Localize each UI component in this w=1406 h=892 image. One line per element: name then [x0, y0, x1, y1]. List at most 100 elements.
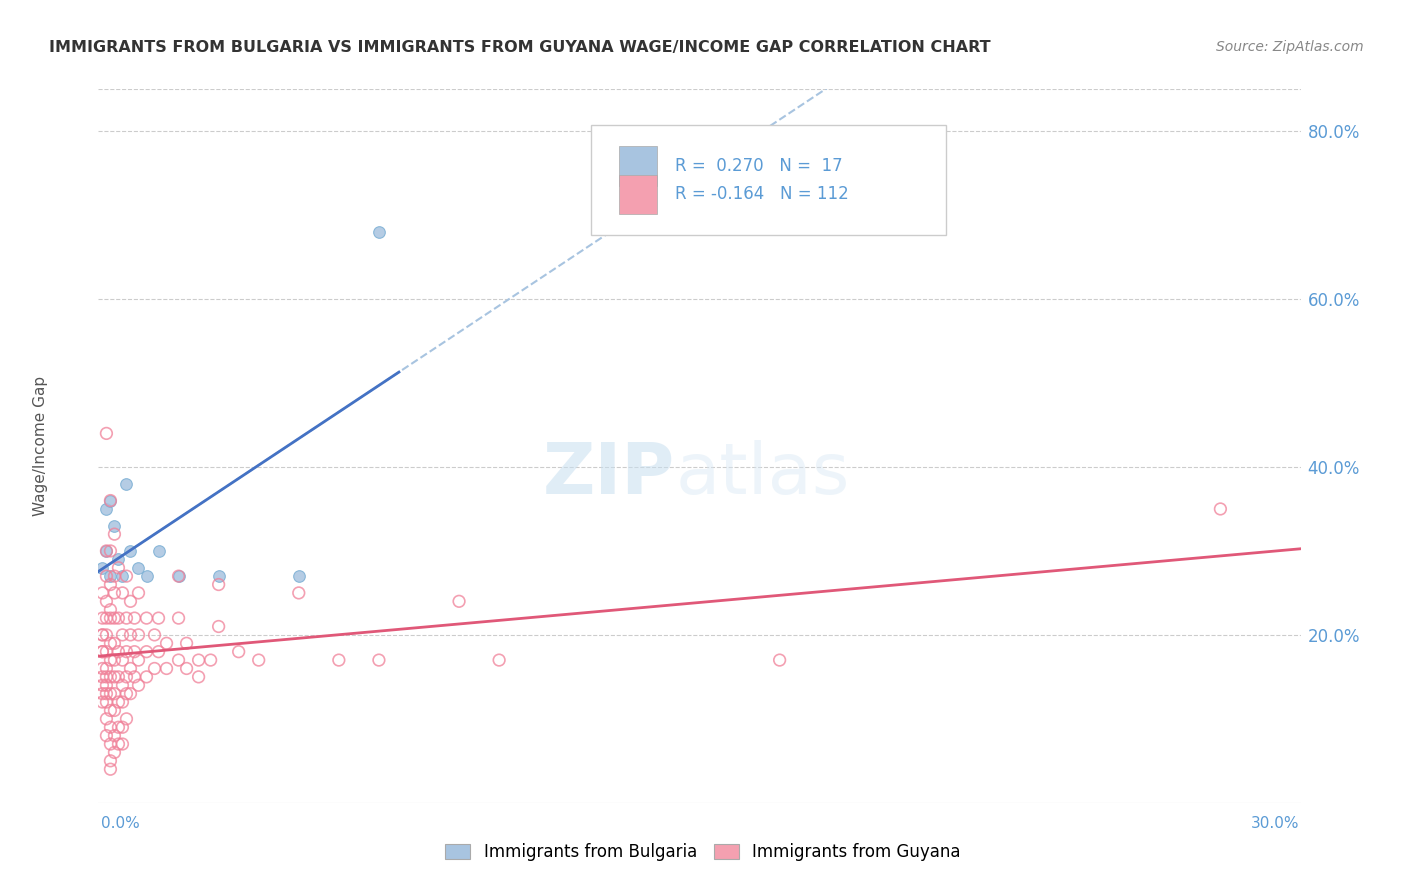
Point [111, 720, 134, 734]
Point [96, 678, 118, 692]
Point [115, 476, 138, 491]
Point [91, 695, 114, 709]
Point [128, 560, 150, 574]
Text: ZIP: ZIP [543, 440, 675, 509]
Point [228, 645, 250, 659]
Point [103, 518, 125, 533]
Point [115, 670, 138, 684]
Point [176, 636, 198, 650]
Point [155, 636, 177, 650]
Point [187, 653, 209, 667]
Point [96, 569, 118, 583]
Point [124, 645, 146, 659]
Point [107, 737, 129, 751]
Text: 30.0%: 30.0% [1251, 816, 1299, 830]
Point [96, 695, 118, 709]
Point [368, 653, 391, 667]
Point [143, 661, 166, 675]
Point [100, 569, 122, 583]
Point [100, 720, 122, 734]
Point [96, 729, 118, 743]
Point [100, 636, 122, 650]
Point [120, 687, 142, 701]
Point [120, 544, 142, 558]
Point [187, 670, 209, 684]
Point [103, 746, 125, 760]
Point [96, 544, 118, 558]
Point [100, 670, 122, 684]
Point [128, 586, 150, 600]
Point [100, 493, 122, 508]
FancyBboxPatch shape [592, 125, 946, 235]
Point [100, 703, 122, 717]
Point [96, 687, 118, 701]
Point [96, 611, 118, 625]
Point [107, 695, 129, 709]
Text: 0.0%: 0.0% [101, 816, 141, 830]
Point [96, 645, 118, 659]
Point [208, 577, 231, 591]
Point [107, 611, 129, 625]
Point [91, 670, 114, 684]
Point [91, 678, 114, 692]
Point [91, 611, 114, 625]
Point [247, 653, 270, 667]
Point [111, 628, 134, 642]
Point [100, 577, 122, 591]
Point [107, 720, 129, 734]
Point [1209, 502, 1232, 516]
Point [124, 670, 146, 684]
Point [115, 645, 138, 659]
Point [155, 661, 177, 675]
Point [91, 687, 114, 701]
Point [100, 754, 122, 768]
Point [200, 653, 222, 667]
Point [91, 586, 114, 600]
Point [91, 560, 114, 574]
Point [115, 687, 138, 701]
Text: R =  0.270   N =  17: R = 0.270 N = 17 [675, 157, 844, 175]
Point [135, 569, 157, 583]
Point [103, 729, 125, 743]
Point [103, 670, 125, 684]
Point [96, 502, 118, 516]
Point [103, 687, 125, 701]
Point [124, 611, 146, 625]
Point [115, 611, 138, 625]
Point [103, 586, 125, 600]
Bar [619, 146, 658, 186]
Text: R = -0.164   N = 112: R = -0.164 N = 112 [675, 186, 849, 203]
Point [135, 645, 157, 659]
Text: Wage/Income Gap: Wage/Income Gap [34, 376, 48, 516]
Point [96, 670, 118, 684]
Point [111, 678, 134, 692]
Point [288, 586, 311, 600]
Point [103, 611, 125, 625]
Point [111, 586, 134, 600]
Point [115, 712, 138, 726]
Point [208, 619, 231, 633]
Point [167, 653, 190, 667]
Point [96, 544, 118, 558]
Point [100, 603, 122, 617]
Point [288, 569, 311, 583]
Point [128, 628, 150, 642]
Point [103, 653, 125, 667]
Point [167, 569, 190, 583]
Point [96, 661, 118, 675]
Point [176, 661, 198, 675]
Point [128, 678, 150, 692]
Point [91, 628, 114, 642]
Point [107, 645, 129, 659]
Point [328, 653, 350, 667]
Point [100, 687, 122, 701]
Bar [619, 175, 658, 214]
Point [120, 661, 142, 675]
Point [91, 645, 114, 659]
Point [167, 611, 190, 625]
Point [111, 737, 134, 751]
Text: Source: ZipAtlas.com: Source: ZipAtlas.com [1216, 40, 1364, 54]
Point [96, 628, 118, 642]
Legend: Immigrants from Bulgaria, Immigrants from Guyana: Immigrants from Bulgaria, Immigrants fro… [439, 837, 967, 868]
Point [103, 569, 125, 583]
